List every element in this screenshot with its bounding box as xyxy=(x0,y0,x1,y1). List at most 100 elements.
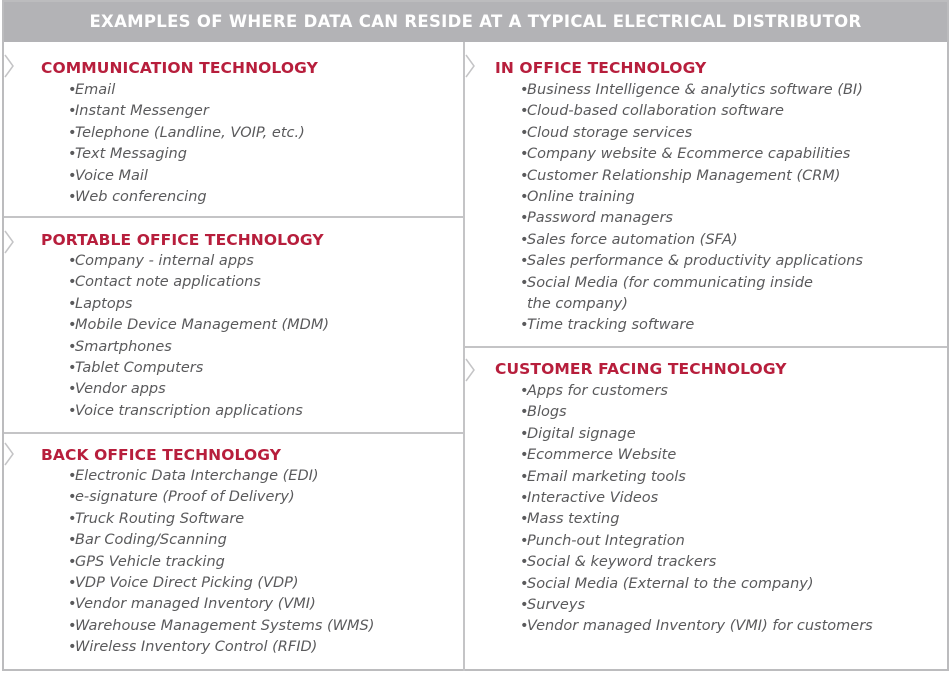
list-item: •Web conferencing xyxy=(68,187,305,208)
list-item: •Smartphones xyxy=(68,337,329,358)
list-item: •Vendor managed Inventory (VMI) xyxy=(68,594,374,615)
list-item-text: Wireless Inventory Control (RFID) xyxy=(75,639,318,656)
list-item-text: Interactive Videos xyxy=(527,490,659,507)
bullet-icon: • xyxy=(68,360,77,377)
list-item: •Cloud storage services xyxy=(520,123,863,144)
list-item: •Text Messaging xyxy=(68,144,305,165)
bullet-icon: • xyxy=(520,554,529,571)
bullet-icon: • xyxy=(68,317,77,334)
chevron-right-icon xyxy=(4,54,16,78)
section-portable-office: PORTABLE OFFICE TECHNOLOGY •Company - in… xyxy=(4,218,463,434)
page-title: EXAMPLES OF WHERE DATA CAN RESIDE AT A T… xyxy=(4,2,947,42)
list-item-text: Sales force automation (SFA) xyxy=(527,231,738,248)
bullet-icon: • xyxy=(520,511,529,528)
list-item-text: Social Media (for communicating inside xyxy=(527,274,813,291)
list-item: •Social Media (for communicating inside xyxy=(520,273,863,294)
bullet-icon: • xyxy=(68,274,77,291)
list-item-text: Smartphones xyxy=(75,338,172,355)
bullet-icon: • xyxy=(68,468,77,484)
list-item: •Company website & Ecommerce capabilitie… xyxy=(520,144,863,165)
list-item-text: Cloud-based collaboration software xyxy=(527,103,784,120)
list-item-text: Text Messaging xyxy=(75,146,187,163)
list-item-text: Ecommerce Website xyxy=(527,447,677,464)
list-item: •Contact note applications xyxy=(68,272,329,293)
list-item: •Mobile Device Management (MDM) xyxy=(68,315,329,336)
list-item-text: Telephone (Landline, VOIP, etc.) xyxy=(75,124,305,141)
list-item: •Voice transcription applications xyxy=(68,401,329,422)
list-item-text: Punch-out Integration xyxy=(527,532,685,549)
bullet-icon: • xyxy=(520,124,529,141)
bullet-icon: • xyxy=(520,317,529,334)
item-list: •Email •Instant Messenger •Telephone (Land… xyxy=(68,80,305,208)
bullet-icon: • xyxy=(520,167,529,184)
list-item-text: Electronic Data Interchange (EDI) xyxy=(75,468,319,484)
list-item: •Social Media (External to the company) xyxy=(520,574,873,595)
bullet-icon: • xyxy=(520,82,529,98)
bullet-icon: • xyxy=(520,532,529,549)
list-item: •Password managers xyxy=(520,208,863,229)
bullet-icon: • xyxy=(68,124,77,141)
list-item-text: GPS Vehicle tracking xyxy=(75,553,225,570)
bullet-icon: • xyxy=(520,210,529,227)
list-item-text: Password managers xyxy=(527,210,673,227)
bullet-icon: • xyxy=(68,189,77,206)
section-customer-facing: CUSTOMER FACING TECHNOLOGY •Apps for cus… xyxy=(465,348,947,671)
list-item: •Bar Coding/Scanning xyxy=(68,530,374,551)
list-item: •Cloud-based collaboration software xyxy=(520,101,863,122)
list-item: •Warehouse Management Systems (WMS) xyxy=(68,616,374,637)
chevron-right-icon xyxy=(465,54,477,78)
bullet-icon: • xyxy=(68,532,77,549)
list-item: •Laptops xyxy=(68,294,329,315)
list-item-text: Blogs xyxy=(527,404,567,421)
list-item: •Wireless Inventory Control (RFID) xyxy=(68,637,374,658)
bullet-icon: • xyxy=(68,639,77,656)
list-item: •Ecommerce Website xyxy=(520,445,873,466)
list-item-text: Bar Coding/Scanning xyxy=(75,532,227,549)
list-item: •GPS Vehicle tracking xyxy=(68,552,374,573)
item-list: •Company - internal apps •Contact note ap… xyxy=(68,251,329,422)
list-item-text: Tablet Computers xyxy=(75,360,204,377)
list-item-text: Digital signage xyxy=(527,425,636,442)
list-item: •Email xyxy=(68,80,305,101)
list-item: •VDP Voice Direct Picking (VDP) xyxy=(68,573,374,594)
list-item: •Social & keyword trackers xyxy=(520,552,873,573)
list-item-text: Truck Routing Software xyxy=(75,510,245,527)
bullet-icon: • xyxy=(520,383,529,399)
bullet-icon: • xyxy=(520,618,529,635)
list-item: •Company - internal apps xyxy=(68,251,329,272)
section-title: BACK OFFICE TECHNOLOGY xyxy=(41,446,282,464)
column-divider xyxy=(463,42,465,671)
bullet-icon: • xyxy=(68,295,77,312)
list-item: •Digital signage xyxy=(520,424,873,445)
bullet-icon: • xyxy=(68,381,77,398)
list-item-text: Voice transcription applications xyxy=(75,402,303,419)
list-item: •Instant Messenger xyxy=(68,101,305,122)
list-item: •Sales force automation (SFA) xyxy=(520,230,863,251)
bullet-icon: • xyxy=(520,146,529,163)
list-item-text: Business Intelligence & analytics softwa… xyxy=(527,82,863,98)
list-item-text: Vendor apps xyxy=(75,381,166,398)
bullet-icon: • xyxy=(520,447,529,464)
list-item-text: Cloud storage services xyxy=(527,124,693,141)
list-item-text: Surveys xyxy=(527,597,585,614)
list-item: •Telephone (Landline, VOIP, etc.) xyxy=(68,123,305,144)
list-item-text: Customer Relationship Management (CRM) xyxy=(527,167,841,184)
list-item-text: Company - internal apps xyxy=(75,253,254,269)
list-item-text: Mass texting xyxy=(527,511,620,528)
bullet-icon: • xyxy=(520,468,529,485)
list-item: •Tablet Computers xyxy=(68,358,329,379)
list-item-text: Company website & Ecommerce capabilities xyxy=(527,146,851,163)
list-item-text: Vendor managed Inventory (VMI) xyxy=(75,596,316,613)
bullet-icon: • xyxy=(68,146,77,163)
section-title: CUSTOMER FACING TECHNOLOGY xyxy=(495,360,787,378)
list-item-text: Warehouse Management Systems (WMS) xyxy=(75,617,375,634)
bullet-icon: • xyxy=(68,82,77,98)
bullet-icon: • xyxy=(68,489,77,506)
list-item-text: Apps for customers xyxy=(527,383,668,399)
bullet-icon: • xyxy=(520,597,529,614)
bullet-icon: • xyxy=(68,103,77,120)
list-item: •e-signature (Proof of Delivery) xyxy=(68,487,374,508)
bullet-icon: • xyxy=(520,490,529,507)
list-item-text: Email xyxy=(75,82,116,98)
